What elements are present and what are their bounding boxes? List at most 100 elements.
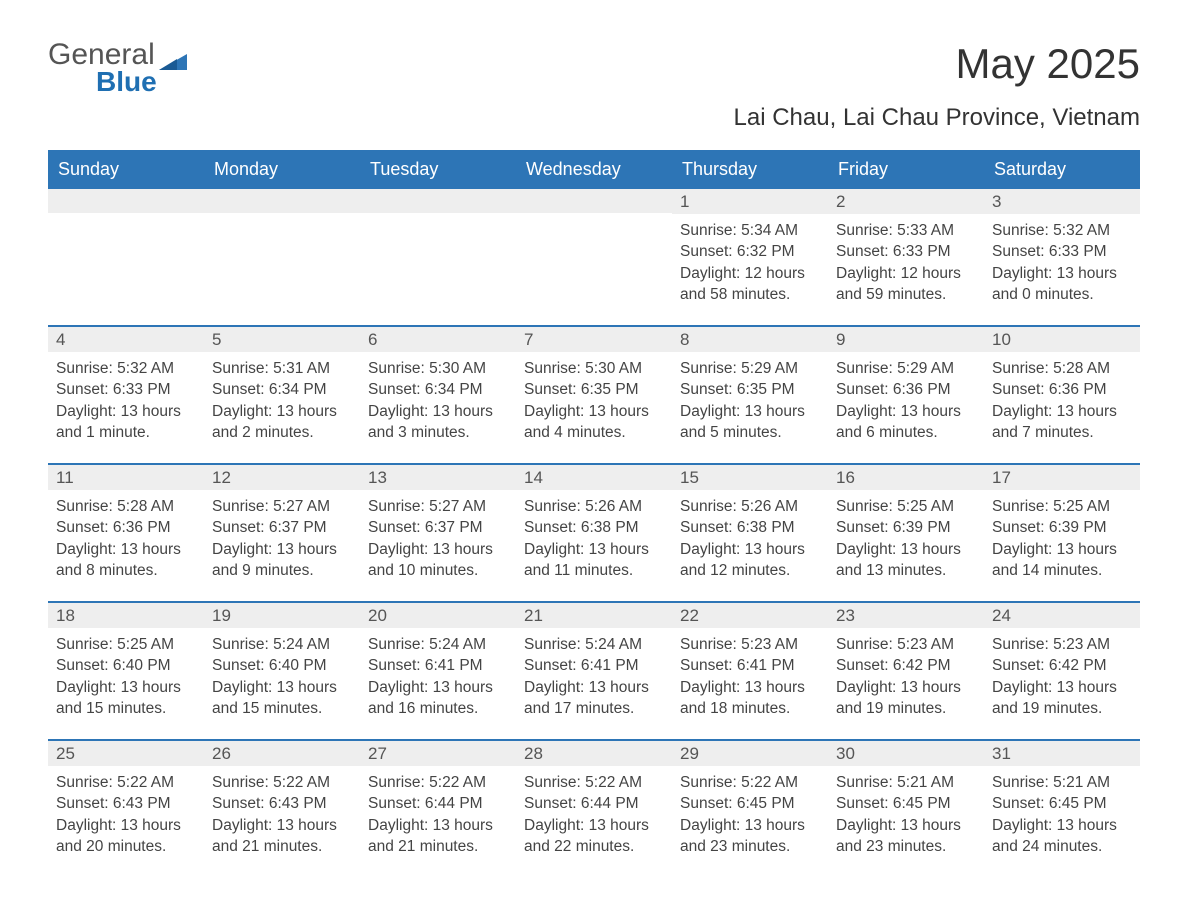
- day-cell: 8Sunrise: 5:29 AMSunset: 6:35 PMDaylight…: [672, 327, 828, 463]
- logo-flag-icon: [159, 50, 187, 70]
- sunset-text: Sunset: 6:43 PM: [212, 793, 352, 814]
- day-cell: 14Sunrise: 5:26 AMSunset: 6:38 PMDayligh…: [516, 465, 672, 601]
- daylight-text: Daylight: 13 hours and 8 minutes.: [56, 539, 196, 582]
- sunset-text: Sunset: 6:35 PM: [524, 379, 664, 400]
- day-number: 9: [828, 327, 984, 352]
- sunset-text: Sunset: 6:40 PM: [56, 655, 196, 676]
- day-cell: 18Sunrise: 5:25 AMSunset: 6:40 PMDayligh…: [48, 603, 204, 739]
- day-number: 16: [828, 465, 984, 490]
- sunrise-text: Sunrise: 5:21 AM: [836, 772, 976, 793]
- week-row: 25Sunrise: 5:22 AMSunset: 6:43 PMDayligh…: [48, 739, 1140, 877]
- day-cell: 24Sunrise: 5:23 AMSunset: 6:42 PMDayligh…: [984, 603, 1140, 739]
- daylight-text: Daylight: 13 hours and 15 minutes.: [56, 677, 196, 720]
- day-cell: 15Sunrise: 5:26 AMSunset: 6:38 PMDayligh…: [672, 465, 828, 601]
- day-cell: 30Sunrise: 5:21 AMSunset: 6:45 PMDayligh…: [828, 741, 984, 877]
- day-number: 21: [516, 603, 672, 628]
- daylight-text: Daylight: 13 hours and 19 minutes.: [836, 677, 976, 720]
- day-details: Sunrise: 5:24 AMSunset: 6:41 PMDaylight:…: [360, 628, 516, 732]
- day-cell: 28Sunrise: 5:22 AMSunset: 6:44 PMDayligh…: [516, 741, 672, 877]
- sunset-text: Sunset: 6:38 PM: [524, 517, 664, 538]
- daylight-text: Daylight: 13 hours and 18 minutes.: [680, 677, 820, 720]
- day-cell: 23Sunrise: 5:23 AMSunset: 6:42 PMDayligh…: [828, 603, 984, 739]
- sunset-text: Sunset: 6:41 PM: [680, 655, 820, 676]
- day-details: Sunrise: 5:24 AMSunset: 6:40 PMDaylight:…: [204, 628, 360, 732]
- day-number: 30: [828, 741, 984, 766]
- month-title: May 2025: [734, 40, 1140, 88]
- day-number: [204, 189, 360, 213]
- day-cell: 16Sunrise: 5:25 AMSunset: 6:39 PMDayligh…: [828, 465, 984, 601]
- day-number: 23: [828, 603, 984, 628]
- daylight-text: Daylight: 13 hours and 14 minutes.: [992, 539, 1132, 582]
- day-details: Sunrise: 5:31 AMSunset: 6:34 PMDaylight:…: [204, 352, 360, 456]
- day-cell: 25Sunrise: 5:22 AMSunset: 6:43 PMDayligh…: [48, 741, 204, 877]
- sunrise-text: Sunrise: 5:28 AM: [992, 358, 1132, 379]
- daylight-text: Daylight: 12 hours and 59 minutes.: [836, 263, 976, 306]
- day-number: [516, 189, 672, 213]
- day-number: 1: [672, 189, 828, 214]
- daylight-text: Daylight: 13 hours and 1 minute.: [56, 401, 196, 444]
- day-cell: [48, 189, 204, 325]
- day-details: Sunrise: 5:22 AMSunset: 6:45 PMDaylight:…: [672, 766, 828, 870]
- day-cell: 11Sunrise: 5:28 AMSunset: 6:36 PMDayligh…: [48, 465, 204, 601]
- sunrise-text: Sunrise: 5:24 AM: [368, 634, 508, 655]
- daylight-text: Daylight: 13 hours and 6 minutes.: [836, 401, 976, 444]
- sunrise-text: Sunrise: 5:23 AM: [992, 634, 1132, 655]
- sunset-text: Sunset: 6:32 PM: [680, 241, 820, 262]
- day-cell: 19Sunrise: 5:24 AMSunset: 6:40 PMDayligh…: [204, 603, 360, 739]
- weekday-header: Sunday: [48, 152, 204, 187]
- day-number: 10: [984, 327, 1140, 352]
- day-details: Sunrise: 5:32 AMSunset: 6:33 PMDaylight:…: [48, 352, 204, 456]
- daylight-text: Daylight: 13 hours and 16 minutes.: [368, 677, 508, 720]
- day-details: Sunrise: 5:25 AMSunset: 6:39 PMDaylight:…: [828, 490, 984, 594]
- sunset-text: Sunset: 6:36 PM: [56, 517, 196, 538]
- day-cell: [360, 189, 516, 325]
- daylight-text: Daylight: 13 hours and 5 minutes.: [680, 401, 820, 444]
- sunrise-text: Sunrise: 5:32 AM: [992, 220, 1132, 241]
- day-cell: 26Sunrise: 5:22 AMSunset: 6:43 PMDayligh…: [204, 741, 360, 877]
- sunrise-text: Sunrise: 5:34 AM: [680, 220, 820, 241]
- day-details: Sunrise: 5:34 AMSunset: 6:32 PMDaylight:…: [672, 214, 828, 318]
- page-header: General Blue May 2025 Lai Chau, Lai Chau…: [48, 40, 1140, 142]
- day-cell: 31Sunrise: 5:21 AMSunset: 6:45 PMDayligh…: [984, 741, 1140, 877]
- location-text: Lai Chau, Lai Chau Province, Vietnam: [734, 104, 1140, 132]
- day-number: 4: [48, 327, 204, 352]
- day-details: Sunrise: 5:24 AMSunset: 6:41 PMDaylight:…: [516, 628, 672, 732]
- daylight-text: Daylight: 13 hours and 20 minutes.: [56, 815, 196, 858]
- sunrise-text: Sunrise: 5:27 AM: [212, 496, 352, 517]
- sunset-text: Sunset: 6:44 PM: [524, 793, 664, 814]
- day-cell: 12Sunrise: 5:27 AMSunset: 6:37 PMDayligh…: [204, 465, 360, 601]
- day-cell: 7Sunrise: 5:30 AMSunset: 6:35 PMDaylight…: [516, 327, 672, 463]
- daylight-text: Daylight: 12 hours and 58 minutes.: [680, 263, 820, 306]
- day-details: Sunrise: 5:21 AMSunset: 6:45 PMDaylight:…: [984, 766, 1140, 870]
- sunrise-text: Sunrise: 5:22 AM: [56, 772, 196, 793]
- sunset-text: Sunset: 6:33 PM: [56, 379, 196, 400]
- daylight-text: Daylight: 13 hours and 4 minutes.: [524, 401, 664, 444]
- sunset-text: Sunset: 6:34 PM: [368, 379, 508, 400]
- day-details: Sunrise: 5:26 AMSunset: 6:38 PMDaylight:…: [516, 490, 672, 594]
- day-number: 12: [204, 465, 360, 490]
- sunset-text: Sunset: 6:33 PM: [836, 241, 976, 262]
- day-number: [360, 189, 516, 213]
- calendar: Sunday Monday Tuesday Wednesday Thursday…: [48, 150, 1140, 877]
- sunset-text: Sunset: 6:41 PM: [368, 655, 508, 676]
- day-details: Sunrise: 5:22 AMSunset: 6:43 PMDaylight:…: [48, 766, 204, 870]
- sunset-text: Sunset: 6:43 PM: [56, 793, 196, 814]
- day-number: 17: [984, 465, 1140, 490]
- day-number: 26: [204, 741, 360, 766]
- daylight-text: Daylight: 13 hours and 15 minutes.: [212, 677, 352, 720]
- title-block: May 2025 Lai Chau, Lai Chau Province, Vi…: [734, 40, 1140, 142]
- sunrise-text: Sunrise: 5:26 AM: [524, 496, 664, 517]
- sunset-text: Sunset: 6:45 PM: [680, 793, 820, 814]
- daylight-text: Daylight: 13 hours and 23 minutes.: [836, 815, 976, 858]
- daylight-text: Daylight: 13 hours and 0 minutes.: [992, 263, 1132, 306]
- sunset-text: Sunset: 6:39 PM: [992, 517, 1132, 538]
- day-number: 18: [48, 603, 204, 628]
- day-details: Sunrise: 5:28 AMSunset: 6:36 PMDaylight:…: [48, 490, 204, 594]
- day-cell: 9Sunrise: 5:29 AMSunset: 6:36 PMDaylight…: [828, 327, 984, 463]
- sunset-text: Sunset: 6:36 PM: [992, 379, 1132, 400]
- sunrise-text: Sunrise: 5:26 AM: [680, 496, 820, 517]
- weekday-header: Tuesday: [360, 152, 516, 187]
- sunrise-text: Sunrise: 5:27 AM: [368, 496, 508, 517]
- weekday-header-row: Sunday Monday Tuesday Wednesday Thursday…: [48, 150, 1140, 187]
- day-details: Sunrise: 5:27 AMSunset: 6:37 PMDaylight:…: [204, 490, 360, 594]
